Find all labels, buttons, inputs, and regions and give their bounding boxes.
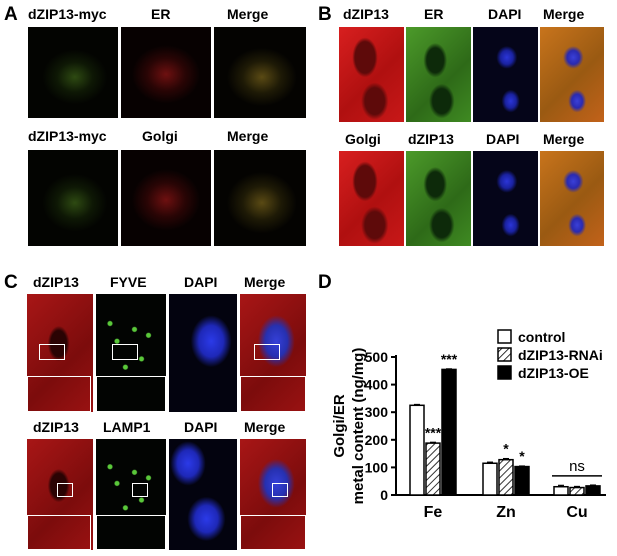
legend-swatch-1 — [497, 347, 512, 362]
micrograph-a-golgi — [121, 150, 211, 246]
x-tick-label: Fe — [424, 504, 443, 521]
bar-cu-1 — [569, 486, 585, 496]
micrograph-c-fyve — [96, 294, 166, 412]
micrograph-b-dzip13-1 — [339, 27, 404, 122]
x-tick-label: Zn — [496, 504, 516, 521]
panel-a-label-5: Golgi — [142, 128, 178, 144]
panel-c-label-8: Merge — [244, 419, 286, 435]
micrograph-a-dzip13-myc-1 — [28, 27, 118, 118]
micrograph-b-er — [406, 27, 471, 122]
panel-b-letter: B — [318, 4, 332, 25]
panel-d-letter: D — [318, 272, 332, 293]
bar-cu-2 — [585, 485, 601, 496]
micrograph-a-er — [121, 27, 211, 118]
panel-a-label-4: dZIP13-myc — [28, 128, 107, 144]
bar-cu-0 — [553, 485, 569, 496]
legend-swatch-0 — [497, 329, 512, 344]
y-tick-label: 400 — [365, 377, 389, 393]
panel-a-label-1: dZIP13-myc — [28, 6, 107, 22]
panel-b-label-3: DAPI — [488, 6, 522, 22]
significance-marker: *** — [441, 351, 458, 367]
y-tick-label: 100 — [365, 459, 389, 475]
panel-b-label-7: DAPI — [486, 131, 520, 147]
micrograph-c-merge-1 — [240, 294, 306, 412]
legend-label-1: dZIP13-RNAi — [518, 347, 603, 363]
micrograph-b-golgi — [339, 151, 404, 246]
panel-b-label-5: Golgi — [345, 131, 381, 147]
y-tick-label: 200 — [365, 432, 389, 448]
panel-c-letter: C — [4, 272, 18, 293]
panel-c-label-3: DAPI — [184, 274, 218, 290]
x-tick-label: Cu — [566, 504, 587, 521]
legend-swatch-2 — [497, 365, 512, 380]
panel-a-label-6: Merge — [227, 128, 269, 144]
micrograph-c-dzip13-2 — [27, 439, 93, 550]
micrograph-a-dzip13-myc-2 — [28, 150, 118, 246]
panel-a-letter: A — [4, 4, 18, 25]
significance-marker: ns — [569, 458, 585, 475]
panel-a-label-3: Merge — [227, 6, 269, 22]
panel-b-label-4: Merge — [543, 6, 585, 22]
micrograph-b-dapi-1 — [473, 27, 538, 122]
micrograph-b-merge-2 — [540, 151, 604, 246]
panel-b-label-6: dZIP13 — [408, 131, 454, 147]
panel-b-label-1: dZIP13 — [343, 6, 389, 22]
significance-marker: *** — [425, 424, 442, 440]
bar-fe-0 — [409, 404, 425, 496]
panel-b-label-2: ER — [424, 6, 444, 22]
panel-c-label-5: dZIP13 — [33, 419, 79, 435]
panel-c-label-4: Merge — [244, 274, 286, 290]
y-tick-label: 300 — [365, 404, 389, 420]
panel-c-label-7: DAPI — [184, 419, 218, 435]
bar-fe-1 — [425, 442, 441, 496]
micrograph-c-dzip13-1 — [27, 294, 93, 412]
micrograph-b-dzip13-2 — [406, 151, 471, 246]
panel-c-label-6: LAMP1 — [103, 419, 151, 435]
micrograph-c-merge-2 — [240, 439, 306, 550]
significance-marker: * — [503, 441, 509, 457]
bar-zn-2 — [514, 465, 530, 496]
y-axis-label: Golgi/ER metal content (ng/mg) — [331, 348, 367, 505]
panel-b-label-8: Merge — [543, 131, 585, 147]
micrograph-b-merge-1 — [540, 27, 604, 122]
micrograph-a-merge-1 — [214, 27, 306, 118]
micrograph-b-dapi-2 — [473, 151, 538, 246]
legend-label-2: dZIP13-OE — [518, 365, 589, 381]
significance-marker: * — [519, 448, 525, 464]
micrograph-c-dapi-2 — [169, 439, 237, 550]
y-tick-label: 500 — [365, 349, 389, 365]
legend-label-0: control — [518, 329, 565, 345]
micrograph-c-lamp1 — [96, 439, 166, 550]
bar-fe-2 — [441, 368, 457, 496]
panel-c-label-1: dZIP13 — [33, 274, 79, 290]
panel-a-label-2: ER — [151, 6, 171, 22]
bar-zn-1 — [498, 458, 514, 496]
y-tick-label: 0 — [380, 487, 388, 503]
micrograph-c-dapi-1 — [169, 294, 237, 412]
bar-zn-0 — [482, 462, 498, 496]
micrograph-a-merge-2 — [214, 150, 306, 246]
panel-c-label-2: FYVE — [110, 274, 147, 290]
